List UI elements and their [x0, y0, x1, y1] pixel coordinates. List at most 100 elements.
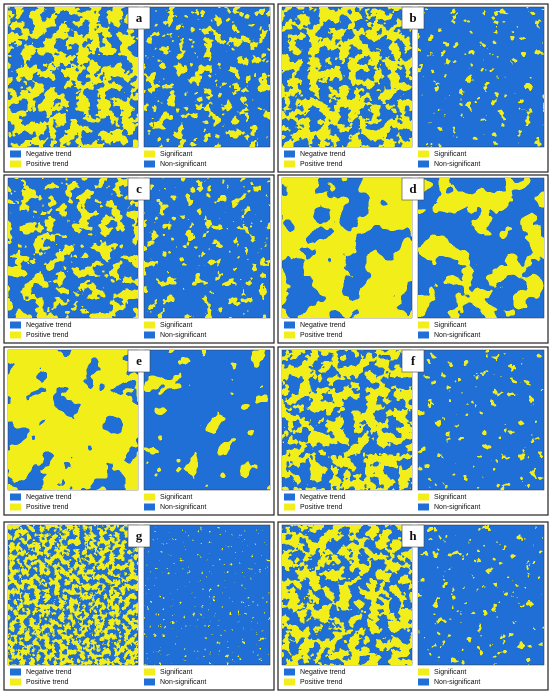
legend-swatch — [284, 678, 295, 686]
letter-box — [127, 524, 151, 548]
legend-swatch — [418, 150, 429, 158]
panel-label: f — [411, 353, 416, 368]
trend-map — [8, 178, 138, 318]
legend-swatch — [144, 668, 155, 676]
panel: h Negative trend Positive trend Significant… — [277, 521, 549, 691]
panel-label: d — [409, 181, 417, 196]
legend-label: Positive trend — [26, 332, 69, 339]
legend-swatch — [144, 503, 155, 511]
legend-swatch — [144, 493, 155, 501]
legend-swatch — [10, 321, 21, 329]
legend-swatch — [144, 160, 155, 168]
legend-swatch — [284, 493, 295, 501]
legend-label: Non-significant — [434, 332, 480, 339]
significance-map — [144, 7, 270, 147]
trend-map — [282, 178, 412, 318]
significance-map — [418, 525, 544, 665]
legend-label: Negative trend — [26, 669, 72, 676]
legend-swatch — [284, 331, 295, 339]
legend-swatch — [418, 503, 429, 511]
panel: e Negative trend Positive trend Significant… — [3, 346, 275, 516]
legend-swatch — [144, 321, 155, 329]
legend-swatch — [10, 678, 21, 686]
legend-label: Non-significant — [160, 332, 206, 339]
legend-swatch — [10, 150, 21, 158]
legend-swatch — [284, 150, 295, 158]
letter-box — [127, 6, 151, 30]
trend-map — [8, 525, 138, 665]
trend-map — [282, 7, 412, 147]
panel: d Negative trend Positive trend Significant… — [277, 174, 549, 344]
legend-label: Significant — [160, 322, 192, 329]
legend-label: Non-significant — [160, 161, 206, 168]
letter-box — [401, 524, 425, 548]
legend-label: Significant — [160, 151, 192, 158]
legend-swatch — [418, 321, 429, 329]
significance-map — [144, 525, 270, 665]
legend-label: Significant — [160, 669, 192, 676]
legend-swatch — [418, 678, 429, 686]
legend-label: Negative trend — [26, 151, 72, 158]
legend-swatch — [284, 321, 295, 329]
legend-label: Significant — [434, 151, 466, 158]
legend-label: Significant — [434, 322, 466, 329]
panel: g Negative trend Positive trend Significant… — [3, 521, 275, 691]
legend-label: Significant — [160, 494, 192, 501]
legend-swatch — [144, 678, 155, 686]
letter-box — [127, 349, 151, 373]
trend-map — [8, 7, 138, 147]
letter-box — [401, 349, 425, 373]
legend-label: Negative trend — [26, 494, 72, 501]
legend-swatch — [10, 493, 21, 501]
panel-label: b — [409, 10, 416, 25]
legend-label: Negative trend — [300, 322, 346, 329]
legend-swatch — [10, 503, 21, 511]
trend-map — [8, 350, 138, 490]
panel-label: c — [136, 181, 142, 196]
legend-label: Positive trend — [300, 504, 343, 511]
legend-label: Positive trend — [26, 679, 69, 686]
legend-label: Non-significant — [434, 679, 480, 686]
panel-label: h — [409, 528, 417, 543]
legend-swatch — [10, 160, 21, 168]
panel-label: g — [136, 528, 143, 543]
panel-label: e — [136, 353, 142, 368]
significance-map — [418, 7, 544, 147]
legend-label: Negative trend — [300, 151, 346, 158]
significance-map — [144, 350, 270, 490]
trend-map — [282, 350, 412, 490]
letter-box — [401, 6, 425, 30]
significance-map — [418, 350, 544, 490]
legend-label: Positive trend — [300, 679, 343, 686]
legend-label: Positive trend — [300, 161, 343, 168]
significance-map — [418, 178, 544, 318]
legend-label: Negative trend — [26, 322, 72, 329]
legend-swatch — [10, 668, 21, 676]
legend-label: Positive trend — [26, 161, 69, 168]
letter-box — [127, 177, 151, 201]
legend-swatch — [284, 668, 295, 676]
legend-swatch — [10, 331, 21, 339]
legend-swatch — [284, 160, 295, 168]
letter-box — [401, 177, 425, 201]
legend-label: Significant — [434, 669, 466, 676]
legend-swatch — [284, 503, 295, 511]
legend-label: Significant — [434, 494, 466, 501]
legend-swatch — [418, 160, 429, 168]
significance-map — [144, 178, 270, 318]
legend-swatch — [418, 493, 429, 501]
legend-label: Non-significant — [160, 679, 206, 686]
legend-label: Negative trend — [300, 669, 346, 676]
panel: c Negative trend Positive trend Significant… — [3, 174, 275, 344]
panel: a Negative trend Positive trend Significant… — [3, 3, 275, 173]
legend-swatch — [418, 331, 429, 339]
legend-label: Negative trend — [300, 494, 346, 501]
panel: f Negative trend Positive trend Significant… — [277, 346, 549, 516]
legend-swatch — [144, 150, 155, 158]
legend-swatch — [144, 331, 155, 339]
trend-map — [282, 525, 412, 665]
panel: b Negative trend Positive trend Significant… — [277, 3, 549, 173]
legend-label: Non-significant — [434, 504, 480, 511]
legend-label: Positive trend — [26, 504, 69, 511]
